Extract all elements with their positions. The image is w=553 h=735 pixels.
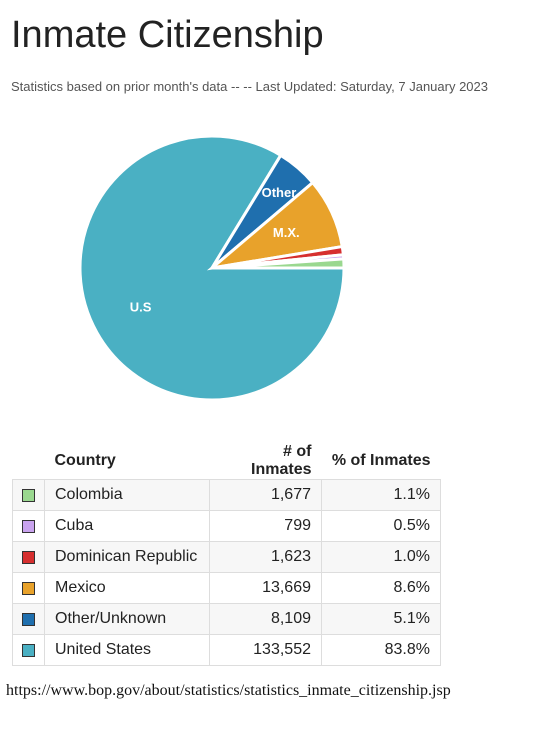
- country: United States: [44, 634, 210, 666]
- pie-slice: [211, 257, 346, 270]
- swatch-cell: [12, 634, 45, 666]
- source-url: https://www.bop.gov/about/statistics/sta…: [6, 682, 451, 699]
- inmate-percent: 1.1%: [321, 479, 441, 511]
- inmate-percent: 5.1%: [321, 603, 441, 635]
- inmate-count: 1,677: [209, 479, 322, 511]
- swatch: [22, 643, 35, 657]
- slice-label: Other: [262, 185, 297, 200]
- country: Dominican Republic: [44, 541, 210, 573]
- swatch-cell: [12, 603, 45, 635]
- country: Other/Unknown: [44, 603, 210, 635]
- swatch: [22, 488, 35, 502]
- inmate-percent: 1.0%: [321, 541, 441, 573]
- country: Cuba: [44, 510, 210, 542]
- swatch-cell: [12, 572, 45, 604]
- swatch: [22, 519, 35, 533]
- inmate-count: 13,669: [209, 572, 322, 604]
- swatch-cell: [12, 510, 45, 542]
- swatch: [22, 550, 35, 564]
- swatch: [22, 581, 35, 595]
- slice-label: M.X.: [273, 225, 300, 240]
- header: % of Inmates: [331, 452, 431, 469]
- inmate-percent: 8.6%: [321, 572, 441, 604]
- inmate-count: 8,109: [209, 603, 322, 635]
- subtitle: Statistics based on prior month's data -…: [11, 79, 488, 94]
- inmate-count: 133,552: [209, 634, 322, 666]
- table-row: Colombia 1,677 1.1%: [12, 479, 441, 511]
- inmate-percent: 0.5%: [321, 510, 441, 542]
- table-row: Other/Unknown 8,109 5.1%: [12, 603, 441, 635]
- inmate-count: 1,623: [209, 541, 322, 573]
- swatch-cell: [12, 541, 45, 573]
- table-row: Dominican Republic 1,623 1.0%: [12, 541, 441, 573]
- page-title: Inmate Citizenship: [11, 14, 324, 56]
- inmate-percent: 83.8%: [321, 634, 441, 666]
- swatch: [22, 612, 35, 626]
- slice-label: U.S: [130, 300, 152, 315]
- country: Mexico: [44, 572, 210, 604]
- swatch-cell: [12, 479, 45, 511]
- country: Colombia: [44, 479, 210, 511]
- citizenship-table: Country # of Inmates % of Inmates Colomb…: [12, 443, 441, 666]
- pie-chart: U.S Other M.X.: [78, 134, 346, 402]
- header: Country: [54, 452, 116, 469]
- inmate-count: 799: [209, 510, 322, 542]
- table-row: United States 133,552 83.8%: [12, 634, 441, 666]
- header: # of Inmates: [251, 443, 312, 478]
- header-spacer: [13, 443, 45, 480]
- table-row: Mexico 13,669 8.6%: [12, 572, 441, 604]
- table-row: Cuba 799 0.5%: [12, 510, 441, 542]
